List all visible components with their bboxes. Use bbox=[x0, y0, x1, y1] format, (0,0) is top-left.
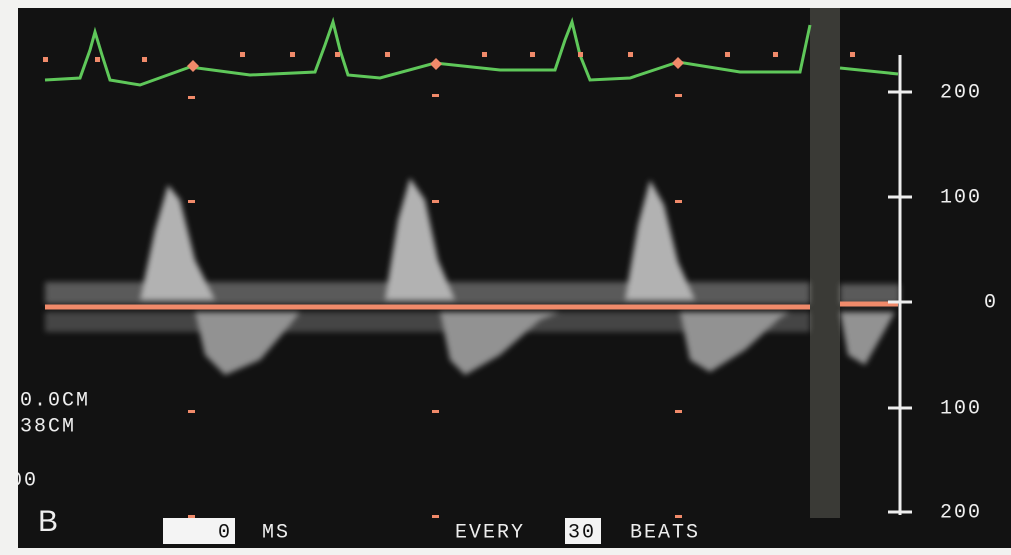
setting-text: 38CM bbox=[20, 415, 76, 438]
setting-text: 10.0CM bbox=[6, 389, 90, 412]
panel-label: B bbox=[38, 505, 58, 538]
scale-label: 0 bbox=[984, 291, 998, 314]
sweep-gap bbox=[810, 8, 840, 518]
beats-value: 30 bbox=[568, 521, 596, 544]
scale-label: 100 bbox=[940, 186, 982, 209]
scale-label: 200 bbox=[940, 81, 982, 104]
every-label: EVERY bbox=[455, 521, 525, 544]
time-value: 0 bbox=[218, 521, 232, 544]
scale-label: 100 bbox=[940, 397, 982, 420]
doppler-screen: 200 100 0 100 200 10.0CM 38CM 00 B 0 MS … bbox=[0, 0, 1011, 555]
scale-label: 200 bbox=[940, 501, 982, 524]
beats-unit: BEATS bbox=[630, 521, 700, 544]
time-unit: MS bbox=[262, 521, 290, 544]
